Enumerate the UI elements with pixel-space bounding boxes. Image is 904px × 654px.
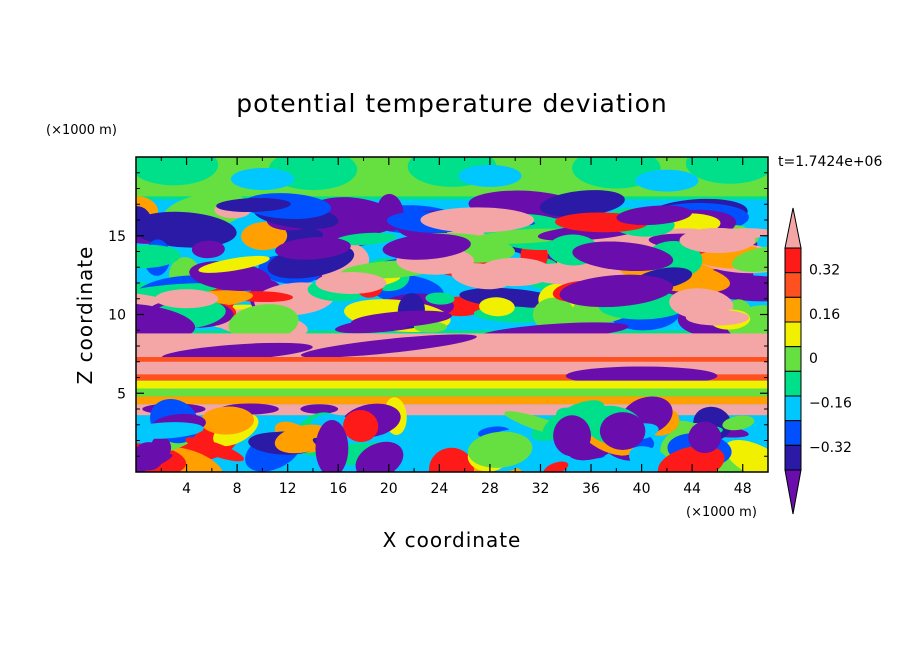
y-tick-label: 10: [108, 308, 126, 324]
contour-region: [635, 169, 699, 192]
contour-band: [136, 396, 768, 405]
contour-region: [657, 445, 725, 472]
contour-region: [136, 157, 219, 186]
y-tick-label: 5: [117, 386, 126, 402]
chart-title: potential temperature deviation: [236, 89, 667, 118]
contour-region: [351, 310, 452, 328]
contour-region: [230, 168, 294, 191]
contour-band: [136, 388, 768, 397]
colorbar-label: −0.32: [809, 440, 852, 456]
contour-region: [355, 441, 404, 472]
contour-region: [200, 406, 255, 435]
contour-region: [315, 420, 349, 472]
contour-region: [458, 164, 522, 187]
contour-region: [467, 431, 533, 468]
contour-region: [616, 205, 693, 226]
colorbar-box: [784, 346, 802, 372]
contour-region: [688, 421, 722, 454]
x-tick-label: 40: [633, 481, 651, 497]
contour-region: [477, 257, 554, 287]
contour-region: [343, 410, 379, 443]
x-axis-title: X coordinate: [383, 528, 522, 552]
contour-region: [559, 274, 674, 308]
contour-region: [382, 233, 471, 260]
colorbar: 0.32 0.16 0 −0.16 −0.32: [784, 207, 852, 515]
contour-region: [185, 437, 245, 462]
contour-region: [216, 197, 291, 213]
contour-region: [241, 221, 288, 251]
time-label: t=1.7424e+06: [778, 154, 882, 170]
colorbar-label: 0.16: [809, 307, 840, 323]
contour-region: [136, 303, 196, 341]
contour-region: [136, 244, 181, 269]
contour-region: [136, 422, 204, 439]
contour-region: [334, 232, 397, 246]
contour-region: [532, 297, 575, 331]
colorbar-label: 0.32: [809, 262, 840, 278]
x-tick-label: 4: [182, 481, 191, 497]
contour-region: [300, 404, 339, 414]
colorbar-max-triangle: [784, 207, 802, 249]
x-tick-label: 8: [233, 481, 242, 497]
contour-band: [136, 380, 768, 389]
contour-region: [198, 255, 270, 273]
contour-region: [732, 245, 768, 272]
contour-region: [722, 415, 755, 431]
contour-region: [479, 297, 515, 317]
colorbar-box: [784, 321, 802, 348]
contour-region: [539, 190, 625, 217]
contour-region: [300, 334, 477, 358]
x-axis: 4 8 12 16 20 24 28 32 36 40 44 48: [160, 157, 752, 497]
contour-region: [136, 206, 152, 238]
contour-region: [136, 442, 164, 471]
y-axis-unit: (×1000 m): [46, 123, 117, 138]
y-axis-title: Z coordinate: [73, 246, 97, 385]
contour-region: [565, 366, 718, 386]
x-tick-label: 16: [329, 481, 347, 497]
colorbar-box: [784, 272, 802, 298]
x-tick-label: 32: [532, 481, 550, 497]
contour-region: [679, 227, 756, 254]
contour-region: [136, 211, 237, 248]
x-tick-label: 24: [430, 481, 448, 497]
contour-region: [420, 207, 535, 233]
x-tick-label: 28: [481, 481, 499, 497]
contour-region: [572, 241, 674, 272]
x-tick-label: 44: [683, 481, 701, 497]
contour-region: [685, 309, 750, 326]
contour-region: [154, 289, 219, 309]
colorbar-box: [784, 370, 802, 397]
contour-region: [275, 237, 351, 260]
colorbar-label: −0.16: [809, 396, 852, 412]
contour-region: [191, 240, 225, 259]
contour-field: [136, 157, 768, 472]
x-tick-label: 12: [279, 481, 297, 497]
contour-region: [599, 412, 646, 450]
contour-region: [425, 292, 455, 305]
contour-band: [136, 404, 768, 416]
colorbar-box: [784, 444, 802, 471]
colorbar-box: [784, 296, 802, 323]
contour-region: [553, 415, 592, 457]
contour-region: [228, 304, 299, 342]
x-tick-label: 36: [582, 481, 600, 497]
colorbar-min-triangle: [784, 469, 802, 515]
contour-region: [428, 447, 474, 472]
x-tick-label: 20: [380, 481, 398, 497]
y-tick-label: 15: [108, 229, 126, 245]
contour-region: [685, 157, 768, 184]
x-axis-unit: (×1000 m): [686, 505, 757, 520]
contour-region: [315, 271, 387, 295]
y-axis: 5 10 15: [108, 172, 768, 457]
colorbar-label: 0: [809, 351, 818, 367]
colorbar-box: [784, 395, 802, 422]
x-tick-label: 48: [734, 481, 752, 497]
contour-region: [724, 440, 768, 472]
colorbar-box: [784, 420, 802, 446]
colorbar-box: [784, 247, 802, 274]
